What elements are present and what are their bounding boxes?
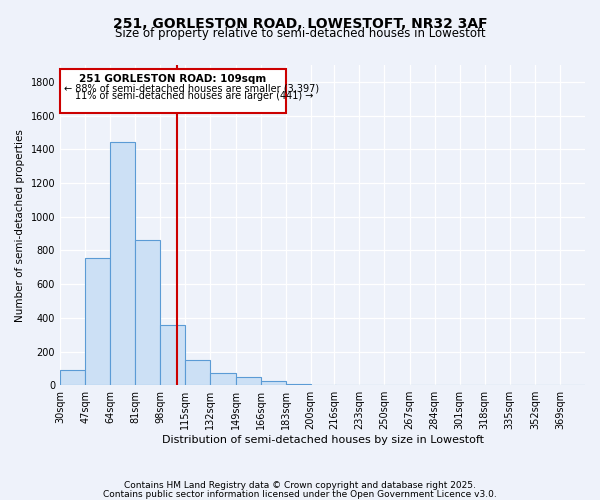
X-axis label: Distribution of semi-detached houses by size in Lowestoft: Distribution of semi-detached houses by … [161,435,484,445]
Y-axis label: Number of semi-detached properties: Number of semi-detached properties [15,128,25,322]
Text: Contains HM Land Registry data © Crown copyright and database right 2025.: Contains HM Land Registry data © Crown c… [124,481,476,490]
Text: 251, GORLESTON ROAD, LOWESTOFT, NR32 3AF: 251, GORLESTON ROAD, LOWESTOFT, NR32 3AF [113,18,487,32]
Bar [260,381,286,385]
Bar [60,69,286,113]
Text: Contains public sector information licensed under the Open Government Licence v3: Contains public sector information licen… [103,490,497,499]
Bar [60,370,85,385]
Bar [135,240,160,385]
Text: Size of property relative to semi-detached houses in Lowestoft: Size of property relative to semi-detach… [115,28,485,40]
Bar [236,377,260,385]
Text: ← 88% of semi-detached houses are smaller (3,397): ← 88% of semi-detached houses are smalle… [64,84,320,94]
Bar [85,258,110,385]
Bar [185,360,211,385]
Text: 11% of semi-detached houses are larger (441) →: 11% of semi-detached houses are larger (… [75,91,313,101]
Bar [110,142,135,385]
Text: 251 GORLESTON ROAD: 109sqm: 251 GORLESTON ROAD: 109sqm [79,74,266,85]
Bar [211,372,236,385]
Bar [286,384,311,385]
Bar [160,326,185,385]
